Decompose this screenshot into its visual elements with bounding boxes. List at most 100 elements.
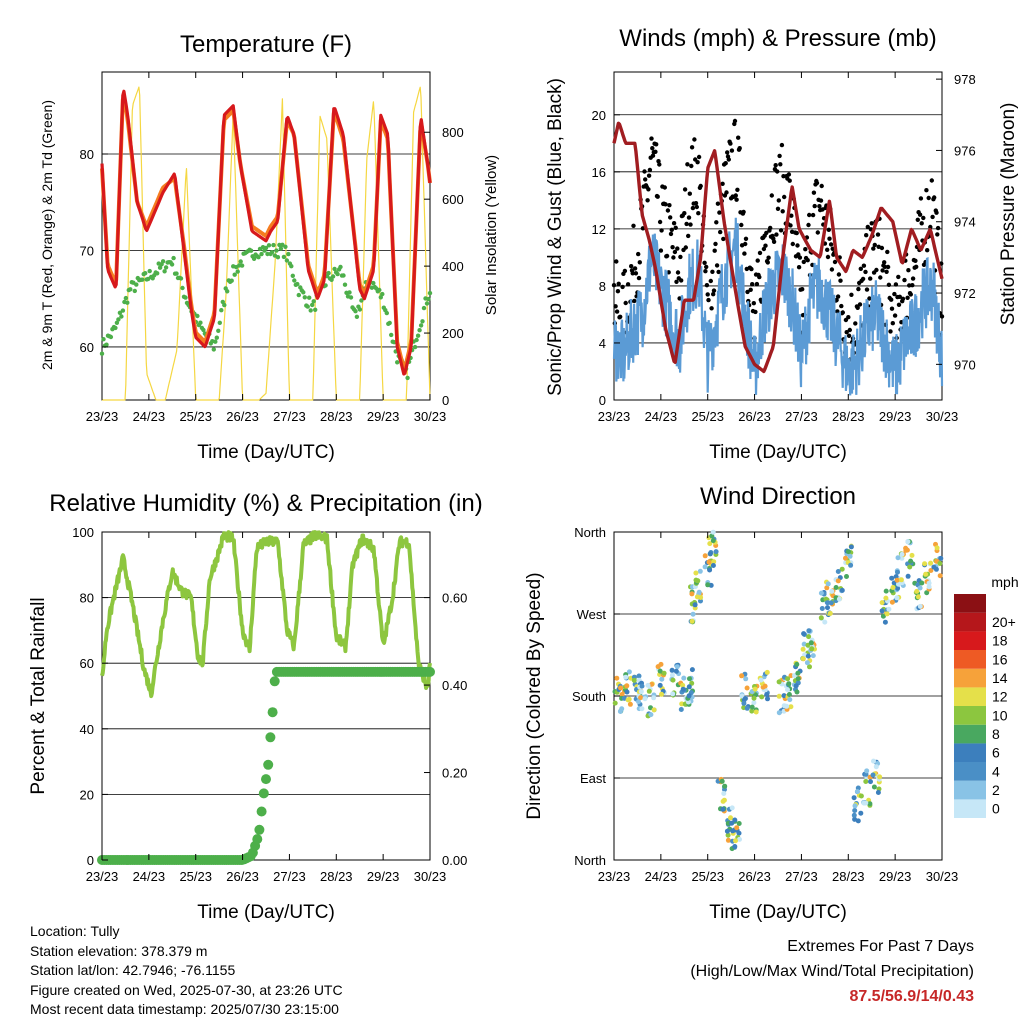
gust-point	[713, 241, 718, 247]
gust-point	[775, 206, 781, 211]
dewpoint-point	[140, 277, 145, 282]
gust-point	[811, 190, 817, 195]
gust-point	[717, 210, 722, 215]
dewpoint-point	[278, 246, 284, 251]
direction-point	[673, 668, 679, 674]
precip-point	[256, 806, 267, 817]
gust-point	[688, 222, 693, 227]
colorbar-title: mph	[991, 574, 1018, 590]
gust-point	[696, 154, 702, 160]
gust-point	[764, 230, 769, 236]
x-tick-label: 24/23	[133, 869, 166, 884]
direction-point	[657, 668, 663, 674]
dewpoint-point	[128, 287, 133, 292]
direction-point	[863, 779, 869, 784]
dewpoint-point	[216, 328, 221, 333]
gust-point	[889, 306, 895, 311]
direction-point	[806, 628, 812, 634]
gust-point	[615, 289, 621, 294]
direction-point	[824, 585, 830, 591]
direction-point	[657, 682, 663, 688]
gust-point	[800, 287, 805, 292]
gust-point	[801, 259, 806, 265]
gust-point	[702, 260, 707, 265]
gust-point	[630, 271, 635, 276]
direction-ylabel-left: Direction (Colored By Speed)	[524, 572, 545, 819]
winds-panel: Winds (mph) & Pressure (mb) 23/23 24/23 25…	[545, 25, 1019, 463]
direction-point	[800, 646, 806, 652]
direction-point	[659, 676, 665, 682]
direction-point	[739, 673, 745, 679]
direction-point	[670, 691, 676, 697]
winds-plot	[611, 71, 945, 401]
x-tick-label: 29/23	[879, 869, 912, 884]
dewpoint-point	[427, 290, 433, 296]
direction-point	[670, 677, 676, 683]
gust-point	[694, 204, 699, 210]
x-tick-label: 23/23	[86, 869, 119, 884]
dewpoint-point	[120, 308, 126, 313]
dewpoint-point	[380, 291, 385, 297]
gust-point	[868, 276, 873, 281]
gust-point	[616, 281, 621, 286]
direction-point	[883, 595, 889, 601]
direction-point	[926, 580, 932, 586]
dewpoint-point	[421, 305, 427, 311]
direction-point	[882, 619, 888, 625]
direction-point	[937, 561, 943, 566]
direction-point	[785, 676, 791, 682]
gust-point	[618, 314, 623, 319]
gust-point	[703, 269, 708, 274]
dewpoint-point	[160, 259, 166, 264]
direction-point	[720, 798, 726, 804]
x-tick-label: 23/23	[598, 409, 631, 424]
direction-point	[624, 689, 630, 695]
gust-point	[613, 304, 618, 309]
dewpoint-point	[134, 282, 139, 287]
direction-point	[934, 545, 940, 551]
direction-point	[729, 820, 735, 826]
gust-point	[646, 187, 651, 192]
precip-point	[267, 707, 278, 718]
dewpoint-point	[113, 325, 118, 331]
direction-x-ticks: 23/23 24/23 25/23 26/23 27/23 28/23 29/23 30/23	[598, 532, 958, 884]
direction-point	[868, 779, 873, 785]
humidity-plot	[97, 530, 435, 865]
gust-point	[658, 248, 664, 253]
direction-point	[679, 701, 685, 707]
direction-point	[759, 694, 765, 700]
gust-point	[825, 254, 831, 260]
gust-point	[829, 267, 835, 272]
direction-point	[819, 606, 825, 611]
direction-point	[818, 615, 824, 621]
x-tick-label: 23/23	[598, 869, 631, 884]
gust-point	[914, 264, 919, 269]
direction-point	[680, 686, 686, 692]
y-tick-label: North	[574, 525, 606, 540]
gust-point	[683, 245, 688, 250]
direction-point	[844, 574, 849, 579]
gust-point	[856, 286, 861, 292]
x-tick-label: 24/23	[645, 869, 678, 884]
direction-point	[808, 640, 814, 646]
gust-point	[787, 178, 792, 183]
direction-point	[765, 696, 770, 702]
direction-point	[843, 555, 848, 561]
colorbar-label: 20+	[992, 614, 1016, 630]
direction-point	[762, 683, 768, 689]
direction-point	[618, 685, 624, 691]
gust-point	[896, 302, 902, 307]
direction-point	[612, 700, 618, 706]
direction-point	[710, 563, 716, 568]
x-tick-label: 29/23	[367, 869, 400, 884]
direction-point	[922, 561, 928, 567]
direction-point	[793, 683, 799, 689]
precip-point	[261, 774, 271, 785]
gust-point	[797, 255, 803, 260]
gust-point	[643, 177, 648, 182]
dewpoint-point	[310, 302, 315, 308]
dewpoint-point	[338, 264, 343, 270]
gust-point	[657, 219, 663, 225]
gust-point	[765, 260, 770, 265]
